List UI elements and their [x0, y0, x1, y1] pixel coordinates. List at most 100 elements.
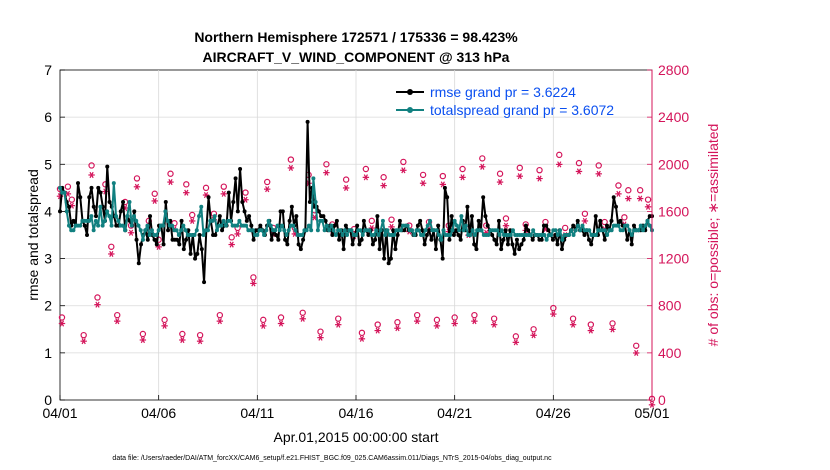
obs-assimilated-marker: [636, 195, 644, 202]
series-point-totalspread: [107, 214, 112, 219]
series-point-totalspread: [360, 233, 365, 237]
obs-assimilated-stroke: [152, 197, 157, 204]
series-point-totalspread: [102, 218, 107, 223]
series-point-totalspread: [255, 233, 260, 237]
series-point-rmse: [483, 214, 488, 219]
obs-assimilated-stroke: [626, 195, 631, 202]
series-point-totalspread: [338, 228, 343, 233]
series-point-rmse: [418, 218, 423, 223]
obs-assimilated-stroke: [381, 182, 386, 189]
series-point-totalspread: [87, 218, 92, 223]
legend-marker-totalspread: [407, 107, 413, 113]
obs-assimilated-stroke: [344, 184, 349, 192]
series-point-totalspread: [398, 228, 403, 233]
obs-assimilated-stroke: [460, 174, 465, 181]
series-point-totalspread: [134, 218, 139, 223]
series-point-totalspread: [322, 228, 327, 233]
series-point-rmse: [589, 242, 594, 247]
legend: rmse grand pr = 3.6224 totalspread grand…: [396, 84, 614, 118]
series-point-totalspread: [96, 223, 101, 228]
obs-assimilated-stroke: [537, 175, 542, 182]
series-point-totalspread: [405, 223, 410, 228]
obs-assimilated-marker: [299, 315, 306, 322]
obs-assimilated-stroke: [140, 336, 145, 344]
obs-possible-marker: [516, 164, 523, 172]
series-point-rmse: [631, 223, 636, 228]
obs-assimilated-marker: [380, 182, 387, 189]
obs-assimilated-stroke: [531, 332, 536, 339]
y-tick-label-right: 2000: [658, 156, 689, 172]
series-point-totalspread: [143, 228, 148, 233]
series-point-totalspread: [602, 228, 607, 233]
obs-assimilated-marker: [433, 322, 441, 329]
series-point-rmse: [269, 237, 274, 242]
series-point-totalspread: [416, 228, 421, 233]
series-point-rmse: [152, 237, 157, 242]
x-tick-label: 05/01: [634, 405, 669, 421]
series-point-rmse: [276, 237, 281, 242]
obs-assimilated-stroke: [336, 321, 341, 328]
series-point-totalspread: [421, 233, 426, 237]
obs-possible-marker: [609, 320, 616, 327]
series-point-totalspread: [78, 223, 83, 228]
obs-possible-marker: [88, 162, 95, 169]
obs-assimilated-marker: [139, 336, 147, 344]
obs-assimilated-stroke: [81, 338, 86, 345]
series-point-rmse: [422, 242, 427, 247]
series-point-rmse: [604, 223, 609, 228]
series-point-rmse: [71, 218, 76, 223]
series-point-totalspread: [436, 233, 441, 237]
obs-assimilated-stroke: [168, 179, 173, 186]
series-point-totalspread: [163, 209, 168, 214]
series-point-rmse: [496, 218, 501, 223]
series-point-totalspread: [282, 228, 287, 233]
y-tick-label-left: 5: [44, 156, 52, 172]
x-tick-label: 04/11: [240, 405, 274, 421]
series-point-totalspread: [508, 233, 513, 237]
series-point-rmse: [307, 200, 312, 204]
series-point-totalspread: [66, 223, 71, 228]
series-point-rmse: [539, 237, 544, 242]
obs-assimilated-marker: [587, 327, 595, 334]
series-point-totalspread: [383, 233, 388, 237]
series-point-totalspread: [147, 233, 152, 237]
legend-label-rmse: rmse grand pr = 3.6224: [430, 84, 576, 100]
series-point-rmse: [375, 214, 380, 219]
obs-assimilated-stroke: [389, 223, 394, 230]
series-point-totalspread: [495, 228, 500, 233]
obs-possible-marker: [317, 328, 324, 335]
series-point-totalspread: [531, 228, 536, 233]
series-point-totalspread: [71, 228, 76, 233]
series-point-rmse: [440, 256, 445, 261]
series-point-rmse: [181, 247, 186, 252]
series-point-rmse: [87, 195, 92, 200]
series-point-rmse: [442, 185, 447, 190]
series-point-rmse: [341, 247, 346, 252]
obs-assimilated-stroke: [557, 161, 562, 168]
series-point-rmse: [602, 237, 607, 242]
obs-assimilated-marker: [633, 349, 640, 357]
obs-assimilated-stroke: [324, 169, 329, 176]
obs-assimilated-marker: [536, 175, 543, 182]
obs-assimilated-stroke: [503, 222, 509, 229]
series-point-totalspread: [392, 233, 397, 237]
series-point-totalspread: [573, 228, 578, 233]
series-point-totalspread: [93, 218, 98, 223]
series-point-rmse: [586, 237, 591, 242]
series-point-rmse: [98, 190, 103, 195]
obs-possible-marker: [335, 315, 342, 322]
obs-assimilated-marker: [260, 322, 267, 329]
obs-assimilated-marker: [94, 301, 101, 308]
obs-assimilated-stroke: [551, 311, 556, 318]
series-point-rmse: [177, 242, 182, 247]
series-point-rmse: [436, 223, 441, 228]
series-point-totalspread: [627, 228, 632, 233]
series-point-totalspread: [587, 228, 592, 233]
series-point-totalspread: [329, 223, 334, 228]
series-point-totalspread: [571, 233, 576, 237]
obs-assimilated-stroke: [203, 191, 209, 199]
series-point-totalspread: [569, 228, 574, 233]
obs-possible-marker: [625, 187, 632, 194]
series-point-totalspread: [210, 218, 215, 223]
obs-assimilated-stroke: [265, 186, 270, 193]
